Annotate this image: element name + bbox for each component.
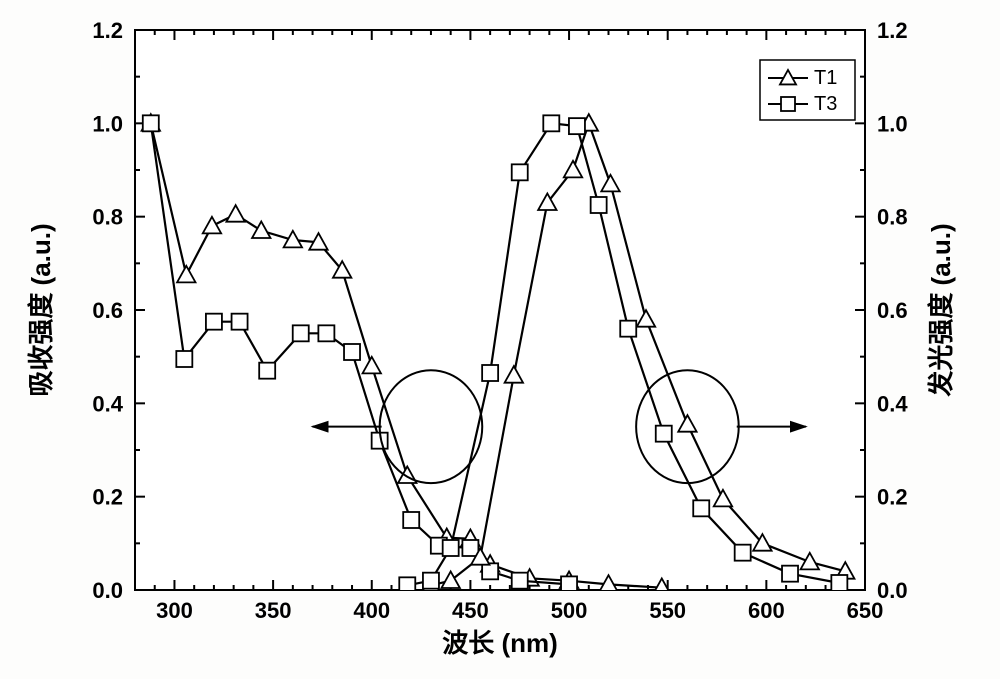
svg-text:1.0: 1.0: [877, 111, 908, 136]
svg-text:T3: T3: [814, 93, 837, 115]
svg-text:0.0: 0.0: [877, 578, 908, 603]
svg-text:350: 350: [255, 598, 292, 623]
svg-text:0.0: 0.0: [92, 578, 123, 603]
svg-text:0.8: 0.8: [877, 205, 908, 230]
svg-text:300: 300: [156, 598, 193, 623]
svg-text:1.2: 1.2: [92, 18, 123, 43]
svg-text:吸收强度 (a.u.): 吸收强度 (a.u.): [26, 223, 56, 396]
svg-text:0.2: 0.2: [877, 485, 908, 510]
svg-text:550: 550: [649, 598, 686, 623]
svg-text:0.4: 0.4: [877, 391, 908, 416]
svg-text:0.6: 0.6: [877, 298, 908, 323]
svg-text:T1: T1: [814, 67, 837, 89]
chart-svg: 300350400450500550600650波长 (nm)0.00.00.2…: [0, 0, 1000, 679]
svg-text:600: 600: [748, 598, 785, 623]
svg-text:0.8: 0.8: [92, 205, 123, 230]
svg-text:0.6: 0.6: [92, 298, 123, 323]
svg-text:0.4: 0.4: [92, 391, 123, 416]
svg-text:0.2: 0.2: [92, 485, 123, 510]
svg-text:1.0: 1.0: [92, 111, 123, 136]
svg-text:500: 500: [551, 598, 588, 623]
svg-text:发光强度 (a.u.): 发光强度 (a.u.): [926, 223, 956, 397]
svg-text:1.2: 1.2: [877, 18, 908, 43]
svg-text:450: 450: [452, 598, 489, 623]
svg-text:400: 400: [353, 598, 390, 623]
chart-container: 300350400450500550600650波长 (nm)0.00.00.2…: [0, 0, 1000, 679]
svg-text:波长 (nm): 波长 (nm): [442, 628, 558, 658]
